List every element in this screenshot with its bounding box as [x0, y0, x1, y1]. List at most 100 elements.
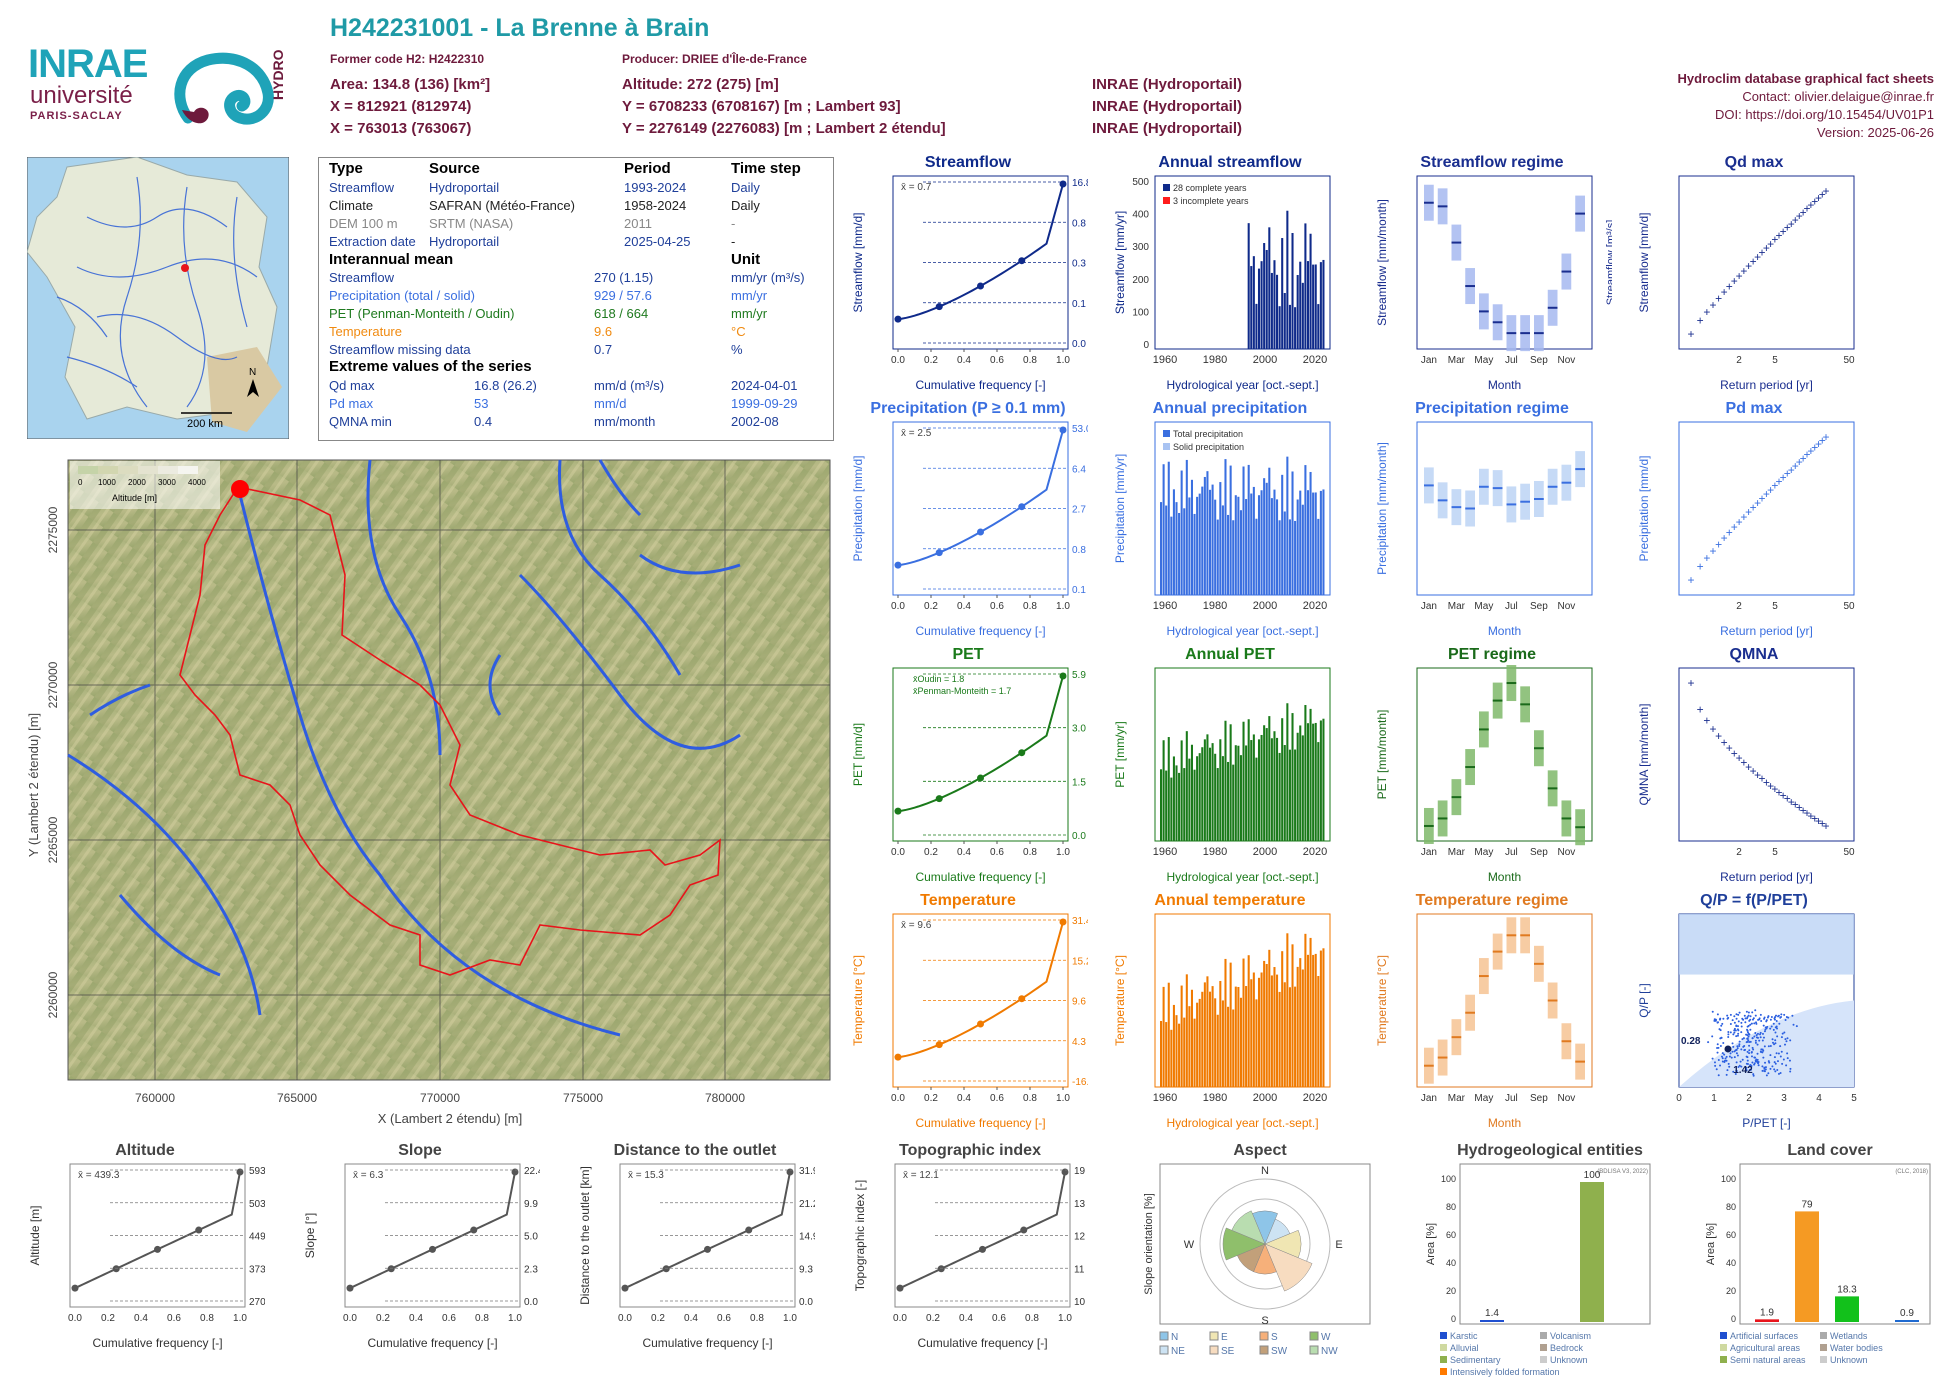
- daily-point: [1718, 1028, 1721, 1031]
- daily-point: [1781, 1062, 1784, 1065]
- annual-bar: [1270, 272, 1273, 349]
- legend-tick: 1000: [98, 478, 116, 487]
- contact[interactable]: Contact: olivier.delaigue@inrae.fr: [1742, 89, 1934, 104]
- annual-bar: [1276, 499, 1279, 595]
- observation-point: +: [1822, 430, 1829, 444]
- mean-unit: °C: [731, 324, 746, 339]
- source-3: INRAE (Hydroportail): [1092, 120, 1242, 137]
- observation-point: +: [1767, 779, 1774, 793]
- daily-point: [1759, 1033, 1762, 1036]
- y-tick: 100: [1132, 307, 1149, 318]
- annual-bar: [1172, 489, 1175, 595]
- legend-swatch: [1309, 1345, 1319, 1355]
- annual-bar: [1255, 518, 1258, 595]
- y-tick: 40: [1446, 1258, 1456, 1268]
- observation-point: +: [1771, 782, 1778, 796]
- quantile-point: [621, 1284, 629, 1292]
- legend-swatch: [1440, 1356, 1447, 1363]
- plot-frame: [1678, 421, 1855, 596]
- annual-bar: [1257, 977, 1261, 1087]
- station-info-table: Type Source Period Time step Streamflow …: [318, 157, 834, 441]
- daily-point: [1749, 1015, 1752, 1018]
- annual-bar: [1211, 484, 1214, 595]
- legend-swatch: [1720, 1344, 1727, 1351]
- extreme-label: Qd max: [329, 378, 375, 393]
- daily-point: [1783, 1013, 1786, 1016]
- x-tick: 4: [1816, 1093, 1822, 1104]
- doi-link[interactable]: DOI: https://doi.org/10.15454/UV01P1: [1715, 107, 1934, 122]
- right-tick: 12: [1074, 1232, 1086, 1243]
- observation-point: +: [1754, 250, 1761, 264]
- chart-hydrogeology: Hydrogeological entities Area [%] (BDLISA …: [1425, 1142, 1651, 1377]
- daily-point: [1743, 1049, 1746, 1052]
- legend-swatch: [1163, 443, 1170, 450]
- observation-point: +: [1796, 209, 1803, 223]
- annual-bar: [1178, 512, 1181, 595]
- annual-bar: [1247, 955, 1250, 1087]
- annual-bar: [1175, 502, 1178, 595]
- month-tick: Nov: [1557, 601, 1575, 612]
- month-tick: Jan: [1421, 1093, 1437, 1104]
- daily-point: [1725, 1073, 1728, 1076]
- chart-title: Annual PET: [1185, 646, 1275, 663]
- legend-swatch: [1820, 1344, 1827, 1351]
- legend-entry: Alluvial: [1450, 1343, 1479, 1353]
- daily-point: [1763, 1017, 1766, 1020]
- annual-bar: [1314, 492, 1317, 595]
- observation-point: +: [1767, 237, 1774, 251]
- observation-point: +: [1822, 819, 1829, 833]
- y-axis-label: Precipitation [mm/d]: [851, 455, 865, 561]
- daily-point: [1764, 1028, 1767, 1031]
- annual-bar: [1160, 502, 1163, 595]
- annual-bar: [1162, 986, 1165, 1087]
- logo-inrae: INRAE: [28, 42, 148, 86]
- x-tick: 0.8: [1023, 847, 1037, 858]
- annual-bar: [1175, 1015, 1178, 1087]
- chart-land-cover: Land cover Area [%] (CLC, 2018) 0 20 40 60 80 10…: [1705, 1142, 1931, 1365]
- month-tick: Jul: [1505, 601, 1518, 612]
- row-source: Hydroportail: [429, 180, 500, 195]
- daily-point: [1723, 1061, 1726, 1064]
- y-axis-label: Altitude [m]: [28, 1205, 42, 1265]
- daily-point: [1755, 1034, 1758, 1037]
- row-period: 2025-04-25: [624, 234, 691, 249]
- observation-point: +: [1697, 313, 1704, 327]
- daily-point: [1736, 1054, 1739, 1057]
- daily-point: [1791, 1014, 1794, 1017]
- annual-bar: [1190, 989, 1193, 1087]
- daily-point: [1761, 1065, 1764, 1068]
- x-lambert2: X = 763013 (763067): [330, 120, 472, 137]
- right-tick: 0.1: [1072, 299, 1086, 310]
- annual-bar: [1185, 731, 1188, 841]
- daily-point: [1727, 1016, 1730, 1019]
- annual-bar: [1183, 768, 1186, 841]
- month-tick: Mar: [1448, 355, 1466, 366]
- quantile-point: [1059, 426, 1067, 434]
- observation-point: +: [1745, 259, 1752, 273]
- quantile-point: [236, 1168, 244, 1176]
- x-axis-label: Return period [yr]: [1720, 870, 1813, 884]
- annual-bar: [1196, 756, 1199, 841]
- annual-bar: [1306, 954, 1310, 1087]
- daily-point: [1765, 1074, 1768, 1077]
- observation-point: +: [1792, 213, 1799, 227]
- x-tick: 1.0: [508, 1313, 522, 1324]
- daily-point: [1725, 1059, 1728, 1062]
- daily-point: [1765, 1020, 1768, 1023]
- annual-bar: [1309, 708, 1312, 841]
- daily-point: [1742, 1018, 1745, 1021]
- daily-point: [1735, 1069, 1738, 1072]
- legend-entry: W: [1321, 1332, 1331, 1343]
- annual-bar: [1224, 720, 1227, 841]
- chart-title: PET: [952, 646, 983, 663]
- annual-bar: [1252, 486, 1255, 595]
- annual-bar: [1309, 937, 1312, 1087]
- y-tick: 400: [1132, 210, 1149, 221]
- daily-point: [1735, 1025, 1738, 1028]
- x-tick: 0.8: [1025, 1313, 1039, 1324]
- rose-ring: [1199, 1178, 1331, 1310]
- legend-entry: Bedrock: [1550, 1343, 1584, 1353]
- chart-distance-curve: Distance to the outlet Cumulative frequen…: [578, 1142, 815, 1350]
- mean-annotation: x̄ = 2.5: [901, 428, 932, 439]
- observation-point: +: [1776, 229, 1783, 243]
